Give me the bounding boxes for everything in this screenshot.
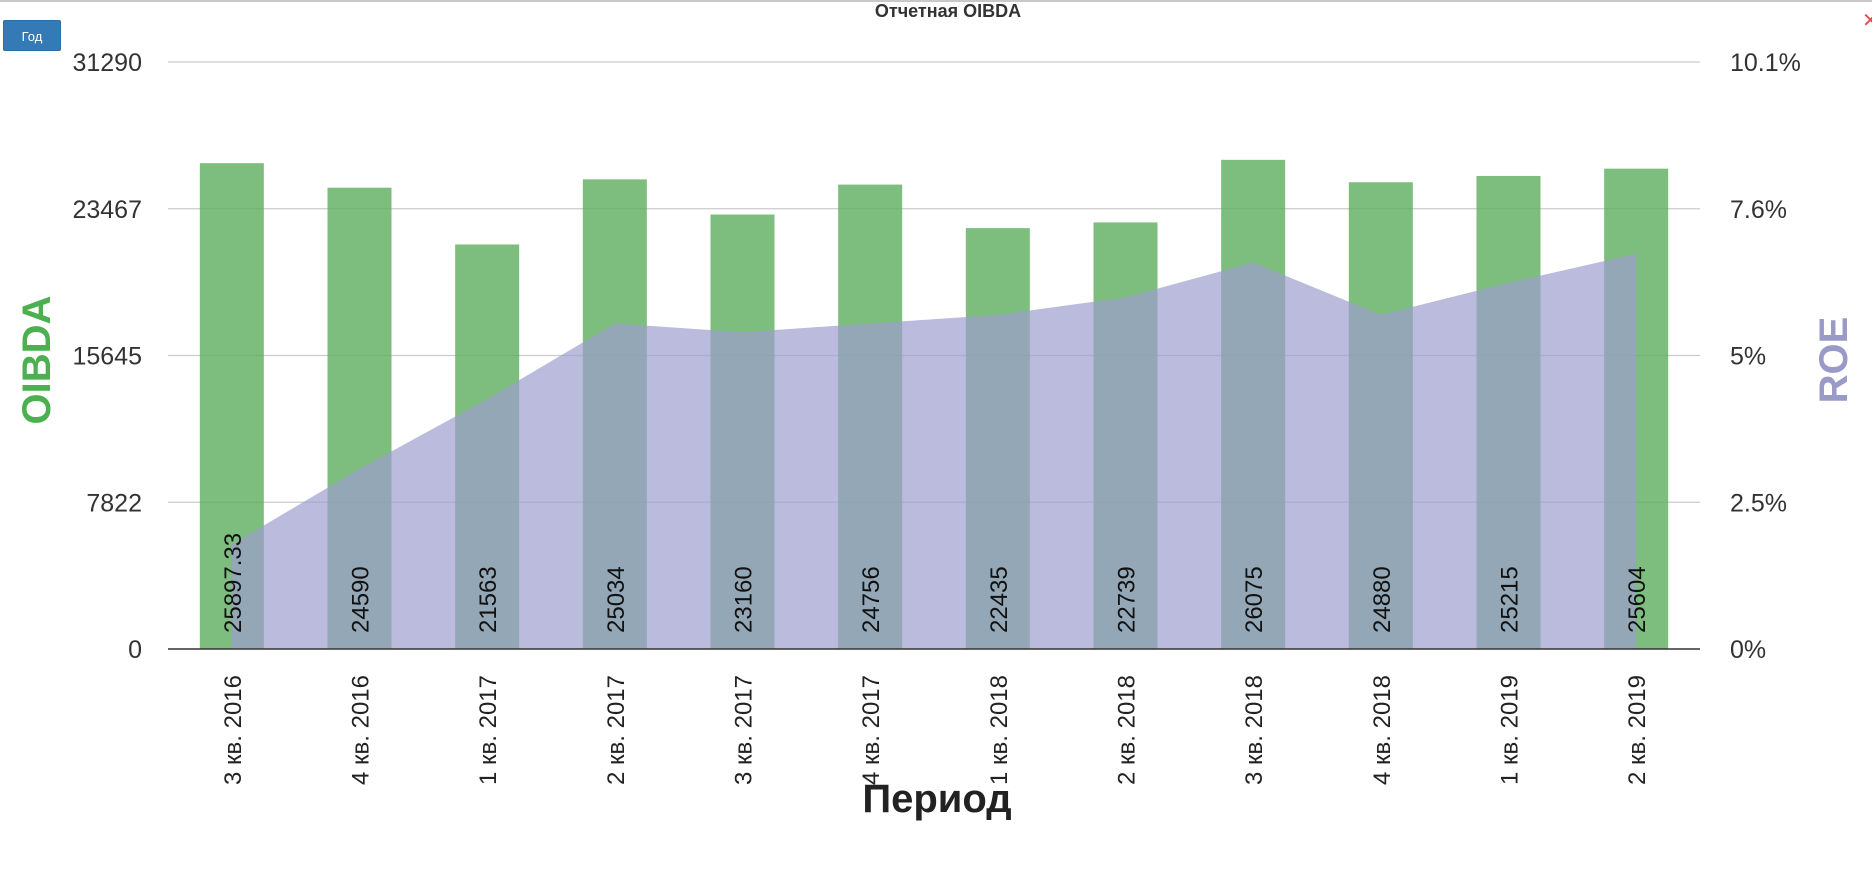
y2-tick-label: 7.6% [1730,196,1787,224]
y-axis-label: OIBDA [15,296,59,425]
x-tick-label: 3 кв. 2017 [731,675,758,785]
y2-tick-label: 2.5% [1730,489,1787,517]
chart-title: Отчетная OIBDA [875,1,1021,21]
bar-value-label: 24756 [858,566,885,633]
roe-area [231,253,1637,649]
y-tick-label: 7822 [86,489,142,517]
y-tick-label: 0 [128,636,142,664]
y-tick-label: 15645 [72,343,142,371]
x-tick-label: 4 кв. 2016 [348,675,375,785]
x-tick-label: 4 кв. 2017 [858,675,885,785]
bar-value-label: 24880 [1369,566,1396,633]
y2-tick-label: 10.1% [1730,49,1801,77]
close-icon[interactable]: ✕ [1862,8,1872,32]
y2-tick-label: 5% [1730,343,1766,371]
year-period-button[interactable]: Год [3,20,61,51]
bar-value-label: 23160 [731,566,758,633]
x-tick-label: 4 кв. 2018 [1369,675,1396,785]
y2-axis-ticks: 0% 2.5% 5% 7.6% 10.1% [1730,49,1801,664]
y2-axis-label: ROE [1812,317,1856,404]
bar-value-label: 26075 [1241,566,1268,633]
bar-value-label: 22435 [986,566,1013,633]
y-tick-label: 23467 [72,196,142,224]
bar-value-label: 21563 [475,566,502,633]
x-tick-label: 1 кв. 2018 [986,675,1013,785]
x-tick-label: 2 кв. 2019 [1624,675,1651,785]
x-axis-label: Период [862,777,1011,821]
bar-value-label: 25034 [603,566,630,633]
top-border [0,0,1872,2]
x-tick-label: 1 кв. 2017 [475,675,502,785]
bar-value-label: 25215 [1497,566,1524,633]
x-tick-label: 3 кв. 2016 [220,675,247,785]
y-tick-label: 31290 [72,49,142,77]
bar-value-label: 25604 [1624,566,1651,633]
x-tick-label: 2 кв. 2017 [603,675,630,785]
y2-tick-label: 0% [1730,636,1766,664]
bar-value-labels: 25897.33 24590 21563 25034 23160 24756 22435 22… [220,533,1651,633]
x-tick-label: 1 кв. 2019 [1497,675,1524,785]
y-axis-ticks: 0 7822 15645 23467 31290 [72,49,142,664]
bar-value-label: 24590 [348,566,375,633]
x-tick-label: 2 кв. 2018 [1114,675,1141,785]
x-axis-ticks: 3 кв. 2016 4 кв. 2016 1 кв. 2017 2 кв. 2017… [220,675,1651,785]
x-tick-label: 3 кв. 2018 [1241,675,1268,785]
bar-value-label: 22739 [1114,566,1141,633]
bar-value-label: 25897.33 [220,533,247,633]
